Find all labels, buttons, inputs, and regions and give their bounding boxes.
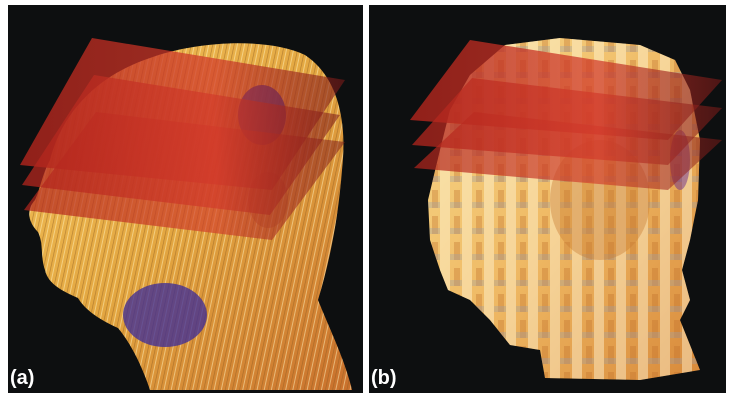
page: (a) (b) (() => { const data = JSON.parse… bbox=[0, 0, 730, 397]
panel-label: (a) bbox=[10, 367, 34, 389]
figure: (a) (b) bbox=[0, 0, 730, 397]
divider bbox=[363, 5, 369, 393]
panel-label: (b) bbox=[371, 367, 397, 389]
